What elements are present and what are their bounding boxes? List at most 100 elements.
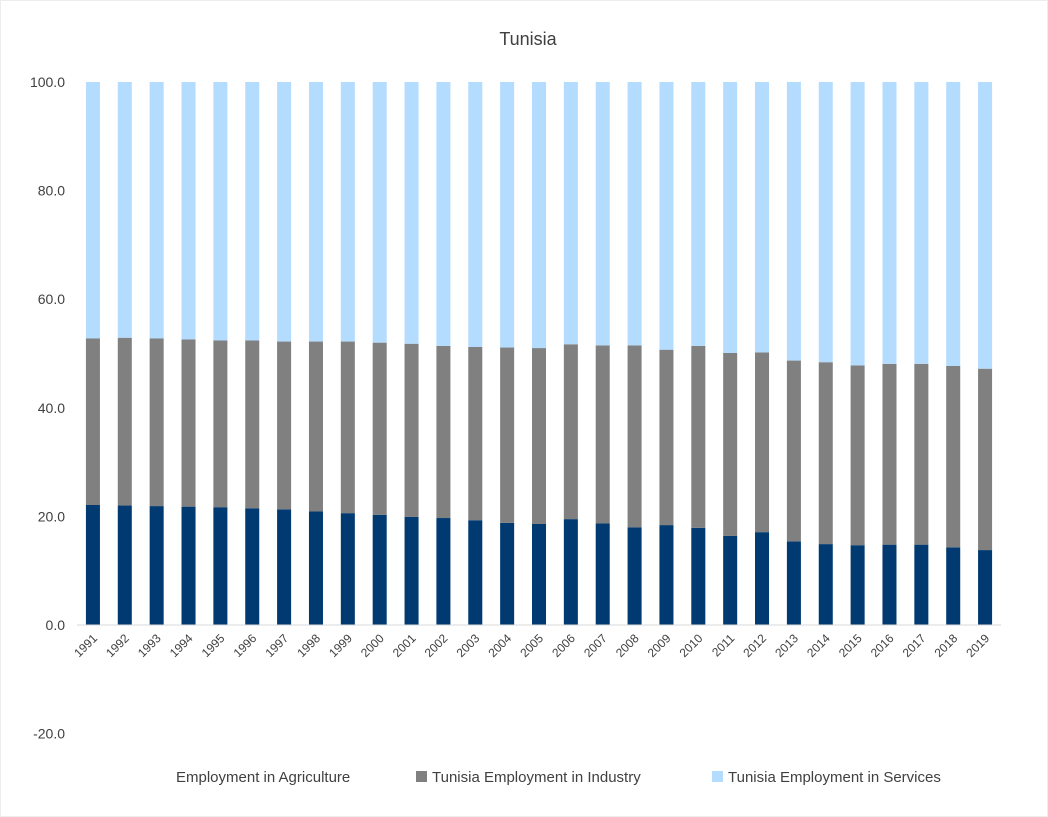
legend-swatch <box>712 771 723 782</box>
bar-tunisia-employment-in-services-1993 <box>150 82 164 338</box>
bar-tunisia-employment-in-services-2009 <box>659 82 673 350</box>
bar-employment-in-agriculture-1995 <box>213 507 227 625</box>
bar-tunisia-employment-in-services-2015 <box>851 82 865 365</box>
bar-tunisia-employment-in-industry-2007 <box>596 345 610 523</box>
bar-employment-in-agriculture-2001 <box>405 517 419 625</box>
x-tick-label: 2004 <box>485 631 514 660</box>
bar-tunisia-employment-in-industry-2005 <box>532 348 546 524</box>
bar-tunisia-employment-in-industry-2002 <box>436 346 450 518</box>
bar-tunisia-employment-in-services-2017 <box>914 82 928 364</box>
x-tick-label: 1998 <box>294 631 323 660</box>
legend-label: Employment in Agriculture <box>176 769 350 786</box>
x-tick-label: 1994 <box>167 631 196 660</box>
bar-employment-in-agriculture-2005 <box>532 524 546 625</box>
x-tick-label: 2009 <box>645 631 674 660</box>
bar-tunisia-employment-in-services-1999 <box>341 82 355 342</box>
bar-tunisia-employment-in-services-2014 <box>819 82 833 362</box>
bar-tunisia-employment-in-industry-2015 <box>851 365 865 545</box>
x-axis-ticks: 1991 1992 1993 1994 1995 1996 1997 1998 1999 2000… <box>71 631 992 660</box>
legend-label: Tunisia Employment in Services <box>728 769 941 786</box>
bar-employment-in-agriculture-1994 <box>182 507 196 625</box>
x-tick-label: 1999 <box>326 631 355 660</box>
bar-employment-in-agriculture-1997 <box>277 509 291 625</box>
bar-employment-in-agriculture-2009 <box>659 525 673 625</box>
bar-tunisia-employment-in-services-2000 <box>373 82 387 343</box>
bar-employment-in-agriculture-2004 <box>500 523 514 625</box>
bar-tunisia-employment-in-services-2010 <box>691 82 705 346</box>
bar-tunisia-employment-in-industry-2003 <box>468 347 482 520</box>
bar-tunisia-employment-in-industry-2010 <box>691 346 705 528</box>
bar-tunisia-employment-in-services-1991 <box>86 82 100 338</box>
x-tick-label: 2014 <box>804 631 833 660</box>
x-tick-label: 2010 <box>677 631 706 660</box>
bar-employment-in-agriculture-1991 <box>86 505 100 625</box>
bar-tunisia-employment-in-services-2019 <box>978 82 992 369</box>
bar-employment-in-agriculture-2016 <box>882 545 896 625</box>
x-tick-label: 2006 <box>549 631 578 660</box>
x-tick-label: 2005 <box>517 631 546 660</box>
bar-tunisia-employment-in-industry-1995 <box>213 340 227 507</box>
bar-employment-in-agriculture-2012 <box>755 532 769 625</box>
bar-tunisia-employment-in-services-1992 <box>118 82 132 338</box>
bar-tunisia-employment-in-services-1997 <box>277 82 291 342</box>
bar-tunisia-employment-in-industry-2012 <box>755 352 769 532</box>
bar-tunisia-employment-in-industry-1997 <box>277 342 291 510</box>
x-tick-label: 2002 <box>422 631 451 660</box>
x-tick-label: 2015 <box>836 631 865 660</box>
bar-employment-in-agriculture-2019 <box>978 550 992 625</box>
bar-tunisia-employment-in-industry-2017 <box>914 364 928 545</box>
bar-tunisia-employment-in-services-1994 <box>182 82 196 339</box>
bar-tunisia-employment-in-industry-2014 <box>819 362 833 544</box>
bar-employment-in-agriculture-2008 <box>628 527 642 625</box>
bar-employment-in-agriculture-2014 <box>819 544 833 625</box>
x-tick-label: 2007 <box>581 631 610 660</box>
bar-employment-in-agriculture-1992 <box>118 506 132 625</box>
bar-tunisia-employment-in-industry-1999 <box>341 342 355 514</box>
bar-tunisia-employment-in-services-2008 <box>628 82 642 345</box>
bar-employment-in-agriculture-1998 <box>309 512 323 625</box>
x-tick-label: 2019 <box>963 631 992 660</box>
bar-tunisia-employment-in-services-2012 <box>755 82 769 352</box>
bar-employment-in-agriculture-1996 <box>245 508 259 625</box>
bar-employment-in-agriculture-2000 <box>373 515 387 625</box>
bar-employment-in-agriculture-2002 <box>436 518 450 625</box>
legend-label: Tunisia Employment in Industry <box>432 769 641 786</box>
bar-tunisia-employment-in-industry-2018 <box>946 366 960 547</box>
bar-employment-in-agriculture-1993 <box>150 506 164 625</box>
x-tick-label: 2001 <box>390 631 419 660</box>
bar-tunisia-employment-in-industry-2016 <box>882 364 896 545</box>
bar-employment-in-agriculture-2007 <box>596 523 610 625</box>
bar-employment-in-agriculture-2003 <box>468 520 482 625</box>
x-tick-label: 2003 <box>454 631 483 660</box>
legend-swatch <box>416 771 427 782</box>
x-tick-label: 2016 <box>868 631 897 660</box>
bar-tunisia-employment-in-services-2006 <box>564 82 578 344</box>
bar-tunisia-employment-in-industry-2009 <box>659 350 673 525</box>
bar-employment-in-agriculture-2015 <box>851 545 865 625</box>
bar-tunisia-employment-in-services-2004 <box>500 82 514 348</box>
bar-tunisia-employment-in-services-1998 <box>309 82 323 342</box>
bar-tunisia-employment-in-industry-1998 <box>309 342 323 512</box>
y-tick-label: 20.0 <box>38 508 65 524</box>
bar-tunisia-employment-in-industry-1996 <box>245 340 259 508</box>
y-tick-label: -20.0 <box>33 726 65 742</box>
bar-tunisia-employment-in-services-2005 <box>532 82 546 348</box>
y-tick-label: 0.0 <box>46 617 66 633</box>
x-tick-label: 2000 <box>358 631 387 660</box>
y-axis-ticks: 100.0 80.0 60.0 40.0 20.0 0.0 -20.0 <box>30 74 65 742</box>
bar-tunisia-employment-in-services-1996 <box>245 82 259 340</box>
bar-tunisia-employment-in-services-2011 <box>723 82 737 353</box>
bars-group <box>86 82 992 625</box>
x-tick-label: 2018 <box>932 631 961 660</box>
bar-tunisia-employment-in-services-2001 <box>405 82 419 344</box>
bar-employment-in-agriculture-2013 <box>787 541 801 625</box>
x-tick-label: 1992 <box>103 631 132 660</box>
bar-employment-in-agriculture-2017 <box>914 545 928 625</box>
bar-employment-in-agriculture-2010 <box>691 528 705 625</box>
bar-tunisia-employment-in-services-2016 <box>882 82 896 364</box>
bar-tunisia-employment-in-industry-1994 <box>182 339 196 506</box>
bar-tunisia-employment-in-industry-2001 <box>405 344 419 517</box>
x-tick-label: 1991 <box>71 631 100 660</box>
